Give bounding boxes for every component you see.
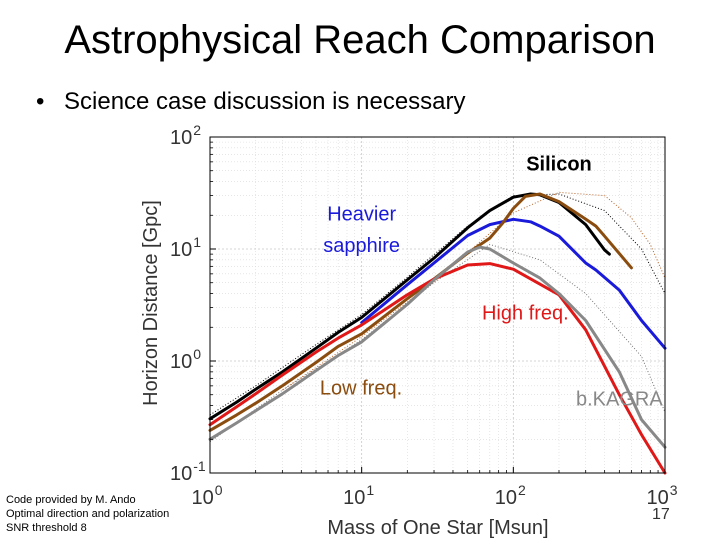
y-tick-label: 101 [170,234,201,261]
series-brown [208,192,633,432]
bullet-text: Science case discussion is necessary [64,88,466,115]
x-tick-exponent: 2 [518,482,526,498]
series-dotted-black [209,193,666,416]
credit-line: Optimal direction and polarization [6,508,170,520]
x-tick-exponent: 1 [366,482,374,498]
bullet-point: • Science case discussion is necessary [36,88,466,116]
annotation-label: Heavier [327,203,396,225]
y-tick-label: 10-1 [170,458,206,485]
x-tick-label: 101 [343,482,374,509]
annotation-label: Silicon [526,154,592,176]
x-tick-exponent: 3 [670,482,678,498]
code-credit: Code provided by M. Ando Optimal directi… [6,493,169,535]
annotation-label: Low freq. [320,378,402,400]
annotation-label: sapphire [323,235,400,257]
chart-grid [210,137,665,473]
bullet-dot: • [36,88,45,115]
slide-number: 17 [652,506,670,523]
y-tick-exponent: 1 [193,234,201,250]
credit-line: Code provided by M. Ando [6,494,136,506]
y-tick-exponent: 0 [193,346,201,362]
x-axis-label: Mass of One Star [Msun] [327,517,548,539]
x-tick-label: 103 [646,482,677,509]
y-tick-exponent: -1 [193,458,206,474]
annotation-label: High freq. [482,302,569,324]
series-blue [360,217,667,350]
series-dotted-gray [209,243,666,443]
annotations: Silicon Heavier sapphire High freq. Low freq… [320,154,663,411]
series-lines [208,192,667,475]
y-tick-exponent: 2 [193,122,201,138]
series-red [208,262,667,475]
annotation-label: b.KAGRA [576,389,663,411]
plot-frame [209,136,666,474]
y-tick-label: 100 [170,346,201,373]
x-tick-exponent: 0 [215,482,223,498]
y-axis-label: Horizon Distance [Gpc] [140,200,162,406]
slide-title: Astrophysical Reach Comparison [64,18,656,62]
series-gray [208,245,667,449]
dotted-curves [209,191,666,443]
x-tick-label: 100 [191,482,222,509]
credit-line: SNR threshold 8 [6,522,87,534]
y-tick-label: 102 [170,122,201,149]
x-tick-label: 102 [495,482,526,509]
